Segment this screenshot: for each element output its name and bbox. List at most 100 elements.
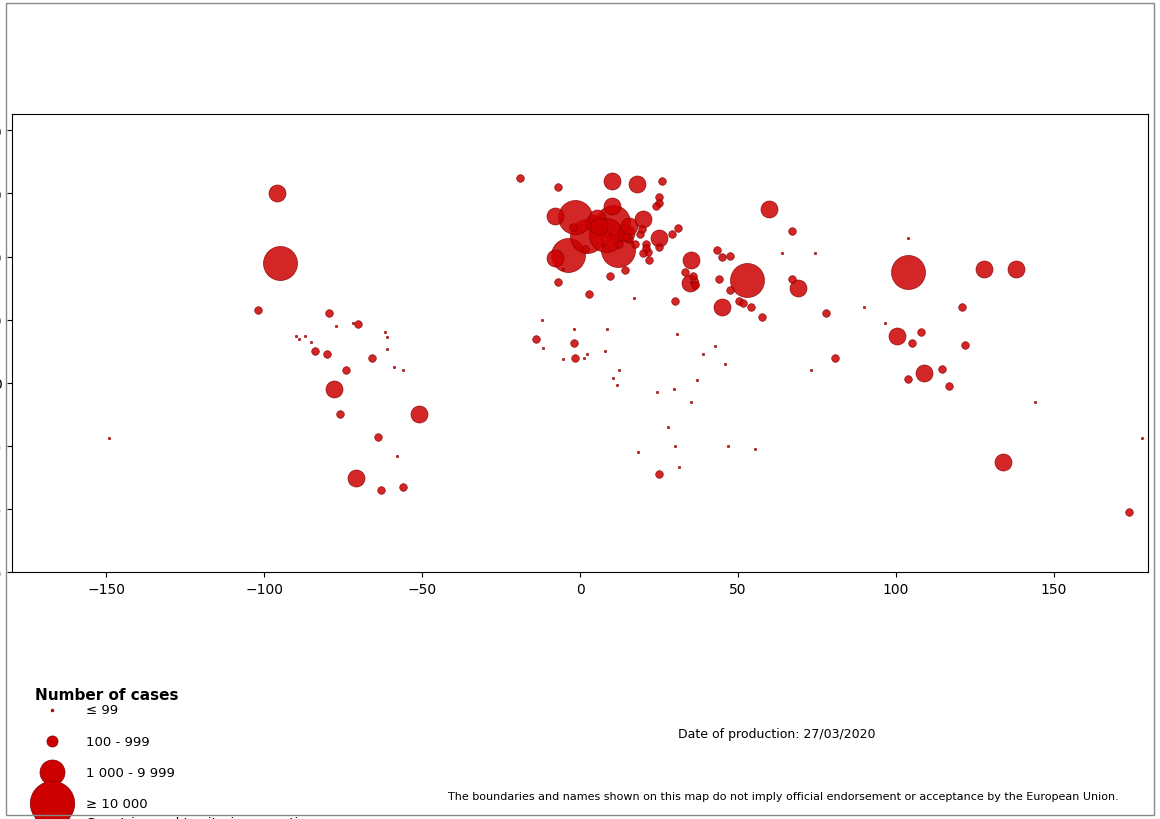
Point (639, 246, 658, 259)
Point (603, 372, 622, 385)
Point (609, 244, 628, 257)
Point (574, 351, 593, 364)
Point (720, 284, 739, 297)
Text: 100 - 999: 100 - 999 (86, 735, 150, 748)
Point (974, 264, 993, 277)
Point (933, 363, 951, 376)
Point (409, 409, 428, 422)
Point (1133, 432, 1152, 446)
Point (575, 242, 594, 256)
Point (616, 227, 635, 240)
Point (602, 175, 621, 188)
Point (956, 339, 974, 352)
Point (549, 276, 567, 289)
Point (738, 274, 756, 287)
Point (665, 383, 683, 396)
Point (1007, 264, 1025, 277)
Point (372, 484, 391, 497)
Point (338, 364, 356, 378)
Point (681, 254, 699, 267)
Point (599, 324, 617, 337)
Point (305, 346, 324, 359)
Point (327, 320, 346, 333)
Point (694, 348, 712, 361)
Point (369, 431, 387, 444)
Point (633, 213, 652, 226)
Point (362, 351, 380, 364)
Point (578, 347, 596, 360)
Point (587, 212, 606, 225)
Text: The boundaries and names shown on this map do not imply official endorsement or : The boundaries and names shown on this m… (448, 790, 1118, 801)
Point (855, 301, 873, 314)
Point (559, 250, 578, 263)
Point (682, 276, 701, 289)
Point (601, 269, 619, 283)
Point (646, 200, 665, 213)
Point (802, 364, 820, 378)
Point (596, 346, 615, 359)
Text: 1 000 - 9 999: 1 000 - 9 999 (86, 766, 175, 779)
Point (681, 396, 699, 409)
Point (628, 179, 646, 192)
Point (270, 257, 289, 270)
Point (637, 238, 655, 251)
Point (554, 263, 573, 276)
Point (376, 326, 394, 339)
Point (899, 373, 918, 386)
Text: Countries and territories reporting cases: Countries and territories reporting case… (86, 816, 357, 819)
Point (648, 387, 667, 400)
Point (566, 351, 585, 364)
Point (876, 317, 894, 330)
Point (534, 342, 552, 355)
Point (318, 348, 336, 361)
Point (590, 220, 609, 233)
Point (708, 244, 726, 257)
Point (782, 273, 800, 286)
Point (387, 450, 406, 463)
Point (594, 239, 612, 252)
Point (688, 373, 706, 387)
Point (596, 229, 615, 242)
Point (670, 460, 689, 473)
Point (629, 446, 647, 459)
Point (659, 421, 677, 434)
Point (902, 337, 921, 351)
Point (668, 328, 687, 341)
Point (912, 327, 930, 340)
Point (662, 229, 681, 242)
Point (578, 230, 596, 243)
Text: ≥ 10 000: ≥ 10 000 (86, 797, 147, 810)
Point (527, 333, 545, 346)
Point (753, 310, 771, 324)
Point (686, 279, 704, 292)
Point (619, 219, 638, 233)
Point (666, 295, 684, 308)
Point (826, 351, 844, 364)
Point (650, 191, 668, 204)
Point (653, 175, 672, 188)
Point (720, 250, 739, 263)
Point (713, 251, 732, 264)
Point (710, 273, 728, 286)
Point (565, 324, 583, 337)
Point (746, 443, 764, 456)
Point (640, 254, 659, 267)
Point (889, 329, 907, 342)
Point (741, 301, 760, 314)
Point (681, 278, 699, 291)
Point (666, 440, 684, 453)
Point (705, 340, 724, 353)
Point (668, 222, 687, 235)
Point (632, 224, 651, 237)
Point (347, 472, 365, 485)
Point (619, 233, 638, 247)
Point (378, 331, 397, 344)
Point (631, 229, 650, 242)
Point (899, 232, 918, 245)
Point (806, 247, 825, 260)
Point (719, 440, 738, 453)
Point (650, 232, 668, 245)
Point (650, 242, 668, 255)
Point (676, 266, 695, 279)
Point (952, 301, 971, 314)
